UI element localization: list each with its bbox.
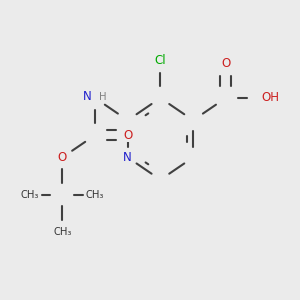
Text: O: O [123, 129, 132, 142]
Text: CH₃: CH₃ [86, 190, 104, 200]
Text: OH: OH [261, 92, 279, 104]
Text: CH₃: CH₃ [53, 227, 71, 237]
Text: H: H [99, 92, 106, 101]
Text: N: N [83, 90, 92, 103]
Text: N: N [123, 151, 132, 164]
Text: CH₃: CH₃ [20, 190, 39, 200]
Text: O: O [58, 151, 67, 164]
Text: Cl: Cl [154, 54, 166, 67]
Text: O: O [221, 57, 230, 70]
